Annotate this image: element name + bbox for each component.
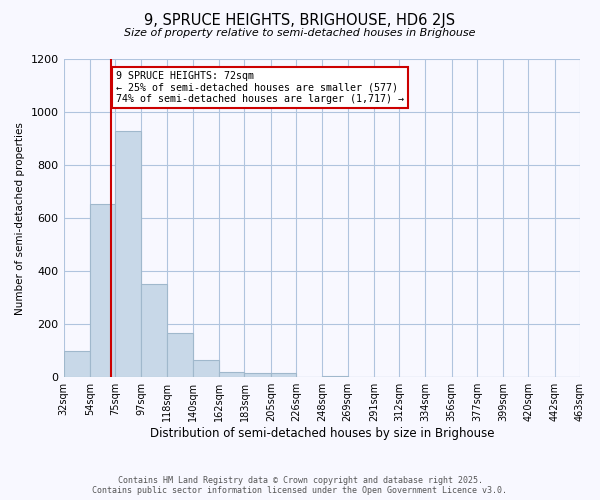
Bar — [167, 334, 193, 377]
Text: 9, SPRUCE HEIGHTS, BRIGHOUSE, HD6 2JS: 9, SPRUCE HEIGHTS, BRIGHOUSE, HD6 2JS — [145, 12, 455, 28]
Bar — [271, 373, 296, 377]
Bar — [193, 360, 220, 377]
Text: Contains HM Land Registry data © Crown copyright and database right 2025.
Contai: Contains HM Land Registry data © Crown c… — [92, 476, 508, 495]
Text: Size of property relative to semi-detached houses in Brighouse: Size of property relative to semi-detach… — [124, 28, 476, 38]
X-axis label: Distribution of semi-detached houses by size in Brighouse: Distribution of semi-detached houses by … — [149, 427, 494, 440]
Bar — [220, 372, 244, 377]
Bar — [142, 284, 167, 377]
Bar — [244, 373, 271, 377]
Text: 9 SPRUCE HEIGHTS: 72sqm
← 25% of semi-detached houses are smaller (577)
74% of s: 9 SPRUCE HEIGHTS: 72sqm ← 25% of semi-de… — [116, 71, 404, 104]
Bar — [90, 204, 115, 377]
Bar — [115, 130, 142, 377]
Bar — [64, 350, 90, 377]
Y-axis label: Number of semi-detached properties: Number of semi-detached properties — [15, 122, 25, 314]
Bar — [322, 376, 347, 377]
